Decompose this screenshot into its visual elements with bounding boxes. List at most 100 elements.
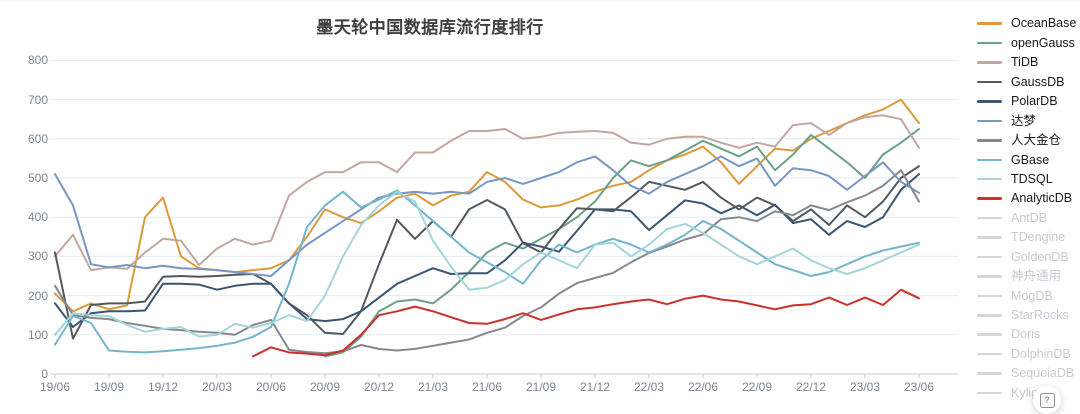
y-axis-label-300: 300 [27, 249, 48, 264]
x-axis-label-20/03: 20/03 [201, 380, 233, 394]
legend-line-swatch [977, 236, 1002, 239]
series-line-人大金仓 [54, 169, 920, 355]
legend-line-swatch [977, 139, 1002, 142]
legend-label: TiDB [1011, 55, 1039, 70]
legend-item-Kylig[interactable]: Kylig [977, 383, 1076, 402]
legend-item-达梦[interactable]: 达梦 [977, 111, 1076, 130]
legend-line-swatch [977, 197, 1002, 200]
legend-label: PolarDB [1011, 94, 1058, 109]
legend-item-人大金仓[interactable]: 人大金仓 [977, 131, 1076, 150]
legend-line-swatch [977, 216, 1002, 220]
series-line-PolarDB [54, 173, 920, 328]
legend-label: MogDB [1011, 288, 1053, 303]
legend-label: Doris [1011, 327, 1041, 342]
legend-item-SequoiaDB[interactable]: SequoiaDB [977, 364, 1076, 383]
legend-line-swatch [977, 119, 1002, 123]
legend-label: 神舟通用 [1011, 269, 1062, 284]
legend-item-PolarDB[interactable]: PolarDB [977, 92, 1076, 111]
y-axis-label-600: 600 [27, 131, 48, 146]
x-axis-label-21/09: 21/09 [525, 380, 557, 394]
legend-item-openGauss[interactable]: openGauss [977, 33, 1076, 52]
series-line-TiDB [54, 114, 920, 272]
legend-item-OceanBase[interactable]: OceanBase [977, 14, 1076, 33]
chart-legend: OceanBase openGauss TiDB GaussDB PolarDB 达梦人大… [977, 14, 1076, 403]
legend-label: OceanBase [1011, 16, 1077, 31]
legend-line-swatch [977, 22, 1002, 25]
legend-line-swatch [977, 100, 1002, 103]
x-axis-label-20/06: 20/06 [255, 380, 287, 394]
x-axis-label-22/03: 22/03 [633, 380, 665, 394]
legend-line-swatch [977, 177, 1002, 181]
legend-label: AntDB [1011, 210, 1048, 225]
legend-label: GoldenDB [1011, 249, 1069, 264]
legend-item-TDSQL[interactable]: TDSQL [977, 170, 1076, 189]
legend-line-swatch [977, 275, 1002, 278]
y-axis-label-200: 200 [27, 288, 48, 303]
legend-line-swatch [977, 294, 1002, 298]
x-axis-label-23/03: 23/03 [849, 380, 881, 394]
legend-label: GaussDB [1011, 74, 1065, 89]
legend-item-TDengine[interactable]: TDengine [977, 228, 1076, 247]
legend-item-GoldenDB[interactable]: GoldenDB [977, 247, 1076, 266]
x-axis-label-21/03: 21/03 [417, 380, 449, 394]
x-axis-label-19/06: 19/06 [39, 380, 71, 394]
legend-line-swatch [977, 61, 1002, 64]
legend-label: openGauss [1011, 35, 1075, 50]
legend-item-神舟通用[interactable]: 神舟通用 [977, 267, 1076, 286]
x-axis-label-20/12: 20/12 [363, 380, 395, 394]
legend-label: SequoiaDB [1011, 366, 1075, 381]
y-axis-label-400: 400 [27, 210, 48, 225]
legend-line-swatch [977, 80, 1002, 84]
series-line-AnalyticDB [252, 288, 920, 358]
legend-label: TDSQL [1011, 171, 1053, 186]
legend-item-DolphinDB[interactable]: DolphinDB [977, 344, 1076, 363]
series-line-GBase [54, 189, 920, 354]
legend-item-AnalyticDB[interactable]: AnalyticDB [977, 189, 1076, 208]
legend-label: GBase [1011, 152, 1050, 167]
x-axis-label-20/09: 20/09 [309, 380, 341, 394]
legend-item-StarRocks[interactable]: StarRocks [977, 306, 1076, 325]
x-axis-label-23/06: 23/06 [903, 380, 935, 394]
legend-label: Kylig [1011, 385, 1039, 400]
series-line-TDSQL [54, 190, 920, 338]
legend-item-AntDB[interactable]: AntDB [977, 208, 1076, 227]
x-axis-label-22/12: 22/12 [795, 380, 827, 394]
series-line-达梦 [54, 155, 920, 277]
y-axis-label-800: 800 [27, 53, 48, 68]
x-axis-label-19/09: 19/09 [93, 380, 125, 394]
legend-label: StarRocks [1011, 308, 1069, 323]
legend-line-swatch [977, 372, 1002, 375]
top-edge-divider [0, 0, 1080, 2]
y-axis-label-0: 0 [41, 367, 48, 381]
help-button[interactable]: ? [1033, 386, 1061, 414]
x-axis-label-19/12: 19/12 [147, 380, 179, 394]
legend-line-swatch [977, 352, 1002, 356]
legend-label: DolphinDB [1011, 346, 1071, 361]
legend-line-swatch [977, 333, 1002, 336]
question-mark-icon: ? [1039, 392, 1055, 408]
x-axis-label-21/06: 21/06 [471, 380, 503, 394]
legend-item-TiDB[interactable]: TiDB [977, 53, 1076, 72]
legend-label: 达梦 [1011, 113, 1037, 128]
legend-line-swatch [977, 314, 1002, 317]
y-axis-label-100: 100 [27, 327, 48, 342]
x-axis-label-22/06: 22/06 [687, 380, 719, 394]
legend-item-MogDB[interactable]: MogDB [977, 286, 1076, 305]
series-line-openGauss [324, 128, 920, 358]
legend-line-swatch [977, 41, 1002, 45]
chart-title: 墨天轮中国数据库流行度排行 [316, 18, 544, 37]
legend-item-GBase[interactable]: GBase [977, 150, 1076, 169]
legend-line-swatch [977, 158, 1002, 162]
legend-label: TDengine [1011, 230, 1066, 245]
y-axis-label-500: 500 [27, 171, 48, 185]
legend-item-GaussDB[interactable]: GaussDB [977, 72, 1076, 91]
legend-label: AnalyticDB [1011, 191, 1073, 206]
x-axis-label-21/12: 21/12 [579, 380, 611, 394]
legend-line-swatch [977, 391, 1002, 395]
legend-item-Doris[interactable]: Doris [977, 325, 1076, 344]
x-axis-label-22/09: 22/09 [741, 380, 773, 394]
legend-line-swatch [977, 255, 1002, 259]
y-axis-label-700: 700 [27, 92, 48, 107]
